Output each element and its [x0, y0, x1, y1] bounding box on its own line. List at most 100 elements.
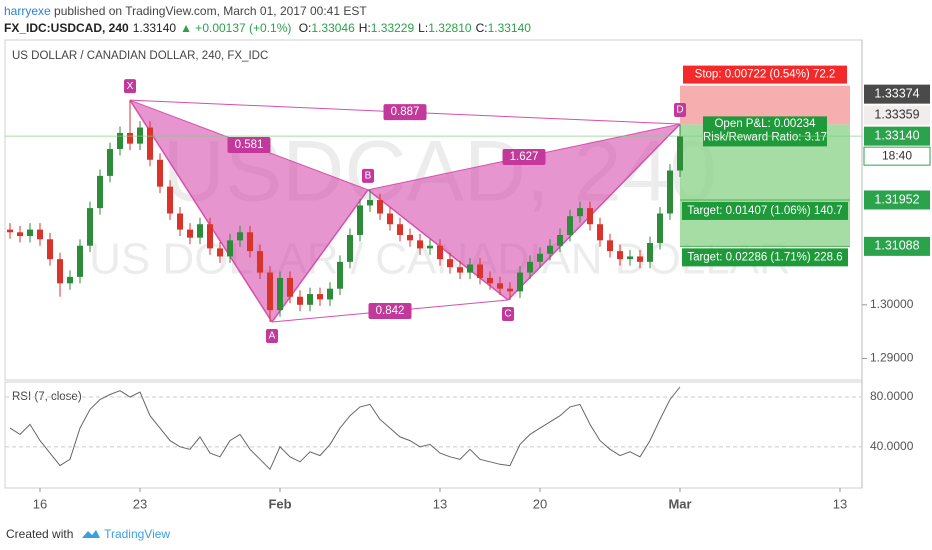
point-label: X	[127, 81, 134, 92]
pattern-leg	[129, 99, 273, 323]
candle-body	[17, 232, 23, 237]
ohlc-value: 1.33140	[487, 21, 531, 35]
candle-body	[617, 251, 623, 260]
symbol: FX_IDC:USDCAD, 240	[4, 21, 129, 35]
countdown: 18:40	[882, 148, 912, 162]
candle-body	[467, 264, 473, 273]
candle-body	[67, 276, 73, 284]
brand[interactable]: TradingView	[104, 527, 171, 541]
candle-body	[337, 261, 343, 289]
price-label: 1.33359	[874, 107, 919, 121]
ratio-box	[368, 302, 412, 319]
candle-body	[347, 234, 353, 262]
ratio-box	[227, 137, 271, 154]
candle-body	[7, 229, 13, 233]
candle-body	[677, 136, 683, 171]
target-label: Target: 0.01407 (1.06%) 140.7	[687, 205, 842, 217]
price-label: 1.33140	[874, 128, 919, 142]
candle-body	[597, 224, 603, 241]
pane-title: RSI (7, close)	[12, 391, 82, 403]
candle-body	[377, 200, 383, 214]
point-box	[502, 306, 514, 321]
price-label-box	[864, 236, 930, 256]
rsi-pane	[4, 381, 863, 489]
ohlc-value: 1.32810	[428, 21, 472, 35]
candle-body	[87, 208, 93, 246]
published: published on TradingView.com, March 01, …	[54, 4, 367, 18]
price-label: 1.31088	[874, 239, 919, 253]
created-with: Created with	[6, 527, 74, 541]
candle-body	[287, 277, 293, 297]
stop-label: Stop: 0.00722 (0.54%) 72.2	[695, 69, 836, 81]
candle-body	[487, 277, 493, 284]
pattern-leg	[271, 189, 369, 323]
y-tick-label: 40.0000	[870, 439, 914, 453]
candle-body	[327, 288, 333, 300]
rr-label: Risk/Reward Ratio: 3.17	[703, 131, 827, 143]
x-tick-label: Mar	[668, 496, 691, 511]
candle-body	[407, 234, 413, 241]
candle-body	[237, 232, 243, 241]
ratio-box	[383, 104, 427, 121]
x-tick-label: 23	[133, 496, 147, 511]
candle-body	[647, 243, 653, 262]
ohlc-key: L:	[418, 21, 429, 35]
candle-body	[447, 259, 453, 268]
pattern-fill	[130, 100, 368, 322]
candle-body	[147, 127, 153, 160]
candle-body	[267, 272, 273, 311]
x-tick-label: Feb	[268, 496, 291, 511]
candle-body	[577, 208, 583, 217]
pattern-leg	[507, 123, 681, 301]
candle-body	[497, 283, 503, 289]
candle-body	[47, 239, 53, 260]
candle-body	[567, 216, 573, 235]
candle-body	[607, 240, 613, 252]
x-tick-label: 13	[433, 496, 447, 511]
target-label-box	[682, 248, 848, 267]
candle-body	[657, 213, 663, 244]
ratio-box	[502, 148, 546, 165]
point-label: B	[365, 170, 372, 181]
ratio-label: 0.887	[391, 106, 420, 118]
candle-body	[397, 224, 403, 235]
candle-body	[367, 200, 373, 206]
candle-body	[457, 267, 463, 273]
target-label: Target: 0.02286 (1.71%) 228.6	[687, 251, 842, 263]
price-label-box	[864, 105, 930, 125]
candle-body	[217, 248, 223, 257]
ohlc-value: 1.33046	[311, 21, 355, 35]
point-label: D	[676, 105, 683, 116]
logo	[81, 530, 100, 538]
candle-body	[197, 224, 203, 238]
candle-body	[177, 213, 183, 230]
last-price: 1.33140	[132, 21, 177, 35]
ratio-label: 0.581	[235, 139, 264, 151]
candle-body	[77, 245, 83, 277]
candle-body	[297, 296, 303, 305]
x-tick-label: 20	[533, 496, 547, 511]
candle-body	[187, 229, 193, 238]
pattern-leg	[367, 189, 509, 301]
candle-body	[157, 159, 163, 187]
header-line: harryexe published on TradingView.com, M…	[4, 4, 367, 18]
candle-body	[97, 175, 103, 209]
candle-body	[517, 272, 523, 292]
candle-body	[277, 277, 283, 311]
candle-body	[107, 149, 113, 176]
ohlc: O:1.33046 H:1.33229 L:1.32810 C:1.33140	[299, 21, 535, 35]
candle-body	[627, 256, 633, 260]
header-quote: FX_IDC:USDCAD, 240 1.33140 ▲ +0.00137 (+0.…	[4, 21, 539, 35]
rsi-line	[9, 386, 681, 471]
y-tick-label: 1.29000	[870, 351, 914, 365]
candle-body	[247, 232, 253, 252]
author[interactable]: harryexe	[4, 4, 51, 18]
candle-body	[637, 256, 643, 262]
candle-body	[427, 245, 433, 249]
ohlc-value: 1.33229	[370, 21, 415, 35]
candle-body	[437, 245, 443, 260]
price-label-box	[864, 190, 930, 210]
candle-body	[527, 261, 533, 273]
ratio-label: 1.627	[510, 151, 539, 163]
